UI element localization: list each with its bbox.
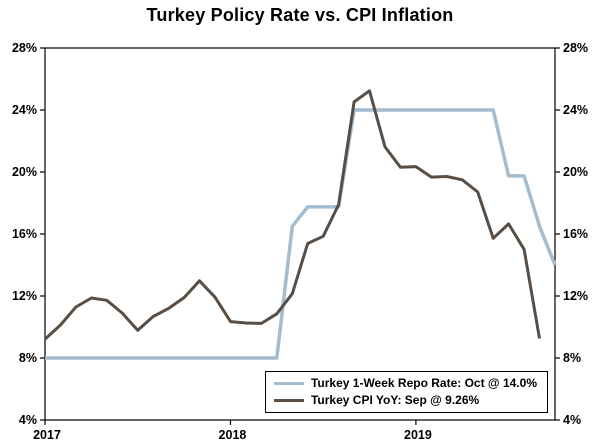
y-axis-label-left: 24% — [12, 103, 37, 117]
y-axis-label-right: 4% — [563, 413, 581, 427]
repo-rate-line-swatch — [273, 381, 304, 385]
cpi-line-swatch — [273, 398, 304, 402]
y-axis-label-right: 28% — [563, 41, 588, 55]
chart-title: Turkey Policy Rate vs. CPI Inflation — [146, 5, 454, 25]
y-axis-label-left: 12% — [12, 289, 37, 303]
x-axis-label: 2018 — [219, 428, 247, 442]
legend-label-repo-rate: Turkey 1-Week Repo Rate: Oct @ 14.0% — [310, 376, 537, 390]
y-axis-label-left: 4% — [19, 413, 37, 427]
legend-item-repo-rate: Turkey 1-Week Repo Rate: Oct @ 14.0% — [273, 376, 537, 390]
series-line-repo-rate — [45, 108, 557, 360]
y-axis-label-right: 24% — [563, 103, 588, 117]
x-axis-label: 2019 — [404, 428, 432, 442]
legend-item-cpi: Turkey CPI YoY: Sep @ 9.26% — [273, 393, 537, 407]
y-axis-label-left: 20% — [12, 165, 37, 179]
y-axis-label-right: 20% — [563, 165, 588, 179]
x-axis-label: 2017 — [33, 428, 61, 442]
y-axis-label-left: 8% — [19, 351, 37, 365]
y-axis-label-right: 12% — [563, 289, 588, 303]
plot-frame — [44, 47, 556, 421]
chart-legend: Turkey 1-Week Repo Rate: Oct @ 14.0% Tur… — [264, 371, 548, 413]
y-axis-label-left: 16% — [12, 227, 37, 241]
y-axis-label-right: 16% — [563, 227, 588, 241]
series-line-cpi — [43, 89, 541, 341]
legend-label-cpi: Turkey CPI YoY: Sep @ 9.26% — [310, 393, 480, 407]
y-axis-label-right: 8% — [563, 351, 581, 365]
y-axis-label-left: 28% — [12, 41, 37, 55]
